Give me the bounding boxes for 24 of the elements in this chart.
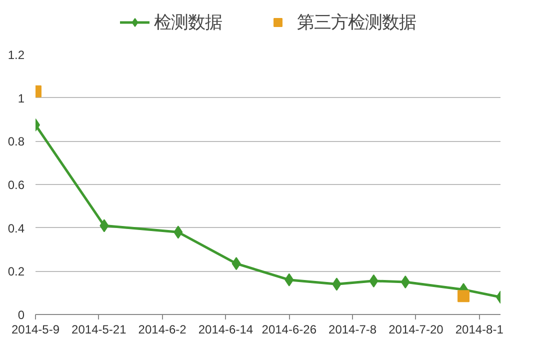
x-tick-label: 2014-6-26 (262, 322, 317, 336)
y-tick-label: 1 (18, 91, 25, 106)
y-tick-label: 0 (18, 308, 25, 322)
y-tick-label: 1.2 (8, 48, 25, 62)
point (232, 257, 241, 270)
legend-label: 检测数据 (154, 12, 222, 34)
y-tick-label: 0.2 (8, 264, 25, 279)
x-tick-label: 2014-5-9 (11, 322, 60, 336)
x-tick-label: 2014-6-14 (198, 322, 254, 336)
point (100, 219, 109, 232)
legend-label: 第三方检测数据 (297, 12, 416, 34)
y-tick-label: 0.6 (8, 178, 25, 192)
point (369, 274, 378, 288)
point (174, 226, 183, 239)
x-tick-label: 2014-7-8 (328, 322, 377, 336)
x-tick-label: 2014-6-2 (138, 322, 187, 336)
point (400, 276, 410, 288)
x-tick-label: 2014-5-21 (72, 322, 127, 336)
point (332, 278, 342, 291)
x-tick-label: 2014-7-20 (388, 322, 444, 336)
x-tick-label: 2014-8-1 (455, 322, 504, 336)
y-tick-label: 0.4 (8, 221, 25, 236)
y-tick-label: 0.8 (8, 134, 25, 149)
point (284, 273, 294, 286)
